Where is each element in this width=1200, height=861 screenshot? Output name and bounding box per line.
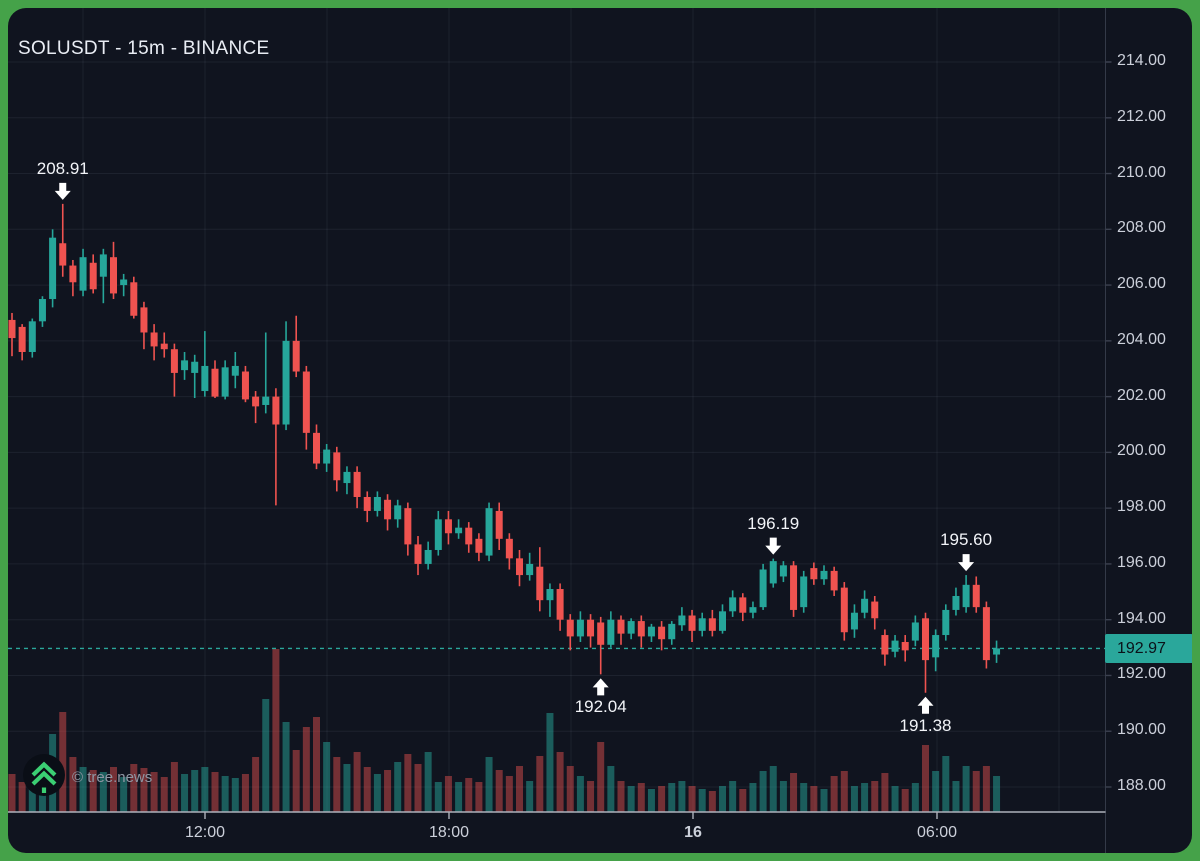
time-axis-label: 16 (684, 824, 702, 841)
price-axis-label: 202.00 (1117, 386, 1166, 404)
price-axis-label: 204.00 (1117, 330, 1166, 348)
price-axis-label: 190.00 (1117, 721, 1166, 739)
price-axis-label: 194.00 (1117, 609, 1166, 627)
price-axis-label: 200.00 (1117, 442, 1166, 460)
annotation-label: 191.38 (899, 715, 952, 735)
price-axis-label: 206.00 (1117, 275, 1166, 293)
price-axis-label: 210.00 (1117, 163, 1166, 181)
annotation-label: 192.04 (574, 697, 627, 717)
price-axis-label: 214.00 (1117, 52, 1166, 69)
annotation-label: 195.60 (940, 530, 993, 550)
current-price-label: 192.97 (1105, 634, 1192, 663)
chart-panel[interactable]: SOLUSDT - 15m - BINANCE 208.91 192.04 196.… (8, 8, 1192, 853)
annotation-label: 196.19 (747, 513, 800, 533)
price-axis-label: 208.00 (1117, 219, 1166, 237)
watermark-text: © tree.news (72, 769, 153, 786)
price-axis-label: 192.00 (1117, 665, 1166, 683)
price-axis-label: 198.00 (1117, 498, 1166, 516)
current-price-value: 192.97 (1117, 640, 1166, 657)
price-axis-label: 188.00 (1117, 776, 1166, 794)
watermark: © tree.news (22, 753, 152, 802)
chart-title: SOLUSDT - 15m - BINANCE (18, 38, 270, 59)
candlestick-chart[interactable] (8, 8, 1192, 853)
time-axis-label: 06:00 (916, 824, 958, 841)
time-axis-label: 12:00 (184, 824, 226, 841)
annotation-label: 208.91 (36, 158, 89, 178)
price-axis-label: 212.00 (1117, 107, 1166, 125)
tree-news-logo-icon (22, 753, 66, 802)
time-axis-label: 18:00 (428, 824, 470, 841)
price-axis-label: 196.00 (1117, 553, 1166, 571)
